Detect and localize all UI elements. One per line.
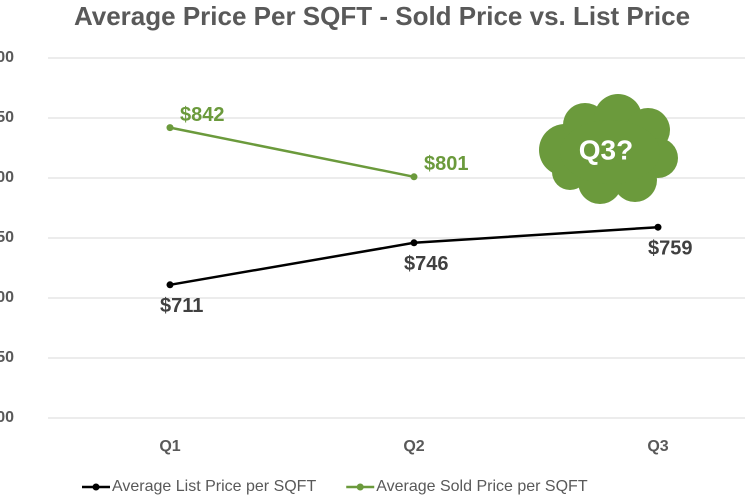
legend-marker: [356, 483, 364, 491]
point: [166, 124, 174, 132]
chart-title: Average Price Per SQFT - Sold Price vs. …: [74, 1, 690, 31]
x-tick-label: Q3: [647, 438, 668, 455]
point: [166, 281, 174, 289]
cloud: [539, 94, 678, 204]
point: [410, 239, 418, 247]
y-tick-label: 750: [0, 229, 14, 246]
y-tick-label: 850: [0, 109, 14, 126]
point: [410, 173, 418, 181]
x-tick-label: Q2: [403, 438, 424, 455]
y-tick-label: 600: [0, 409, 14, 426]
x-tick-label: Q1: [159, 438, 180, 455]
legend-marker: [92, 483, 100, 491]
legend-label: Average Sold Price per SQFT: [376, 478, 588, 495]
data-label: $711: [160, 295, 203, 317]
annotation: Q3?: [579, 134, 633, 165]
y-tick-label: 650: [0, 349, 14, 366]
point: [654, 223, 662, 231]
y-tick-label: 800: [0, 169, 14, 186]
y-tick-label: 900: [0, 49, 14, 66]
data-label: $842: [180, 104, 225, 126]
plot: 600 650 700 750 800 850 900 Q1 Q2 Q3 $711 $746 $759 $…: [0, 49, 745, 495]
series-line: [169, 126, 415, 179]
y-tick-label: 700: [0, 289, 14, 306]
legend-label: Average List Price per SQFT: [112, 478, 316, 495]
data-label: $759: [648, 237, 693, 259]
data-label: $801: [424, 153, 469, 175]
data-label: $746: [404, 253, 449, 275]
